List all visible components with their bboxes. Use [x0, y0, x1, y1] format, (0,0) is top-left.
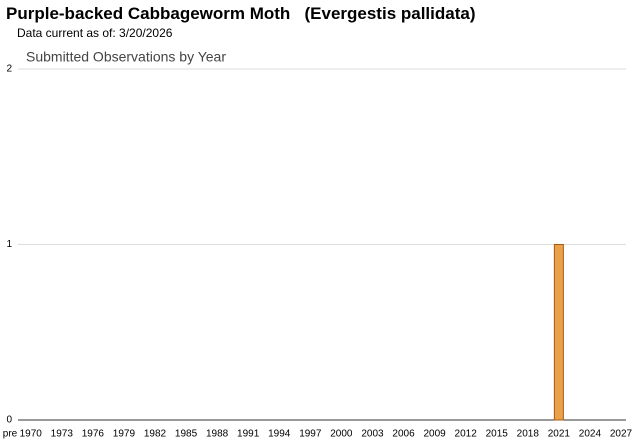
- y-tick-label: 1: [6, 239, 12, 250]
- x-tick-label: 1997: [299, 429, 322, 440]
- bar: [553, 244, 564, 421]
- x-tick-label: 2018: [517, 429, 540, 440]
- x-tick-label: 2015: [486, 429, 509, 440]
- x-tick-label: 1973: [51, 429, 74, 440]
- page-title: Purple-backed Cabbageworm Moth (Evergest…: [6, 4, 476, 23]
- x-tick-label: 1991: [237, 429, 260, 440]
- x-tick-label: 1994: [268, 429, 291, 440]
- y-tick-label: 0: [6, 415, 12, 426]
- y-tick-label: 2: [6, 64, 12, 75]
- x-tick-label: 1976: [82, 429, 105, 440]
- x-tick-label: 1970: [20, 429, 43, 440]
- x-tick-label: pre: [3, 429, 18, 440]
- x-tick-label: 2000: [330, 429, 353, 440]
- x-tick-label: 2009: [423, 429, 446, 440]
- subtitle: Data current as of: 3/20/2026: [17, 26, 173, 40]
- x-tick-label: 2027: [610, 429, 633, 440]
- x-tick-label: 2021: [548, 429, 571, 440]
- x-tick-label: 1982: [144, 429, 167, 440]
- x-tick-label: 1985: [175, 429, 198, 440]
- x-tick-label: 2024: [579, 429, 602, 440]
- x-tick-label: 1979: [113, 429, 136, 440]
- x-tick-label: 2006: [392, 429, 415, 440]
- chart-title: Submitted Observations by Year: [26, 49, 226, 65]
- x-tick-label: 1988: [206, 429, 229, 440]
- x-tick-label: 2012: [455, 429, 478, 440]
- x-tick-label: 2003: [361, 429, 384, 440]
